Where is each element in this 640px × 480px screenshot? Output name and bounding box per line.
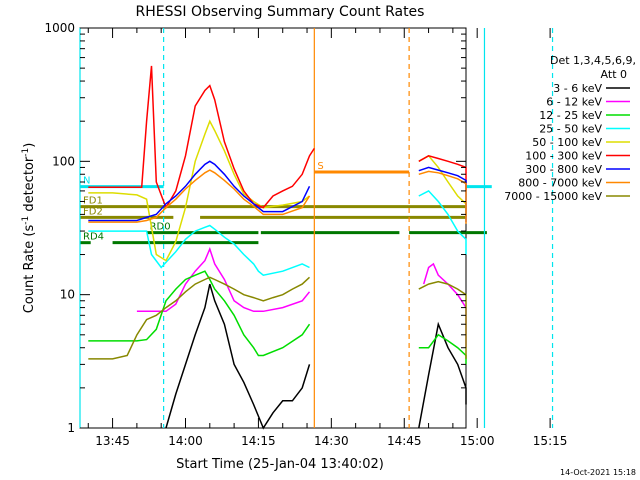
x-axis: 13:45 14:00 14:15 14:30 14:45 15:00 15:15 — [87, 28, 568, 448]
state-bar-label: FD2 — [83, 206, 103, 217]
state-bar-label: RD0 — [150, 222, 171, 233]
series-line — [136, 246, 311, 313]
legend-att: Att 0 — [601, 68, 627, 81]
x-tick-label: 14:15 — [241, 434, 276, 448]
x-tick-label: 14:45 — [387, 434, 422, 448]
y-axis-label-main: Count Rate (s — [22, 225, 37, 314]
series-line — [88, 276, 311, 360]
legend-entry-label: 3 - 6 keV — [553, 82, 602, 95]
y-tick-label: 1000 — [44, 21, 75, 35]
state-bar-label: S — [317, 161, 323, 172]
chart-title: RHESSI Observing Summary Count Rates — [136, 4, 425, 20]
legend-entry-label: 300 - 800 keV — [525, 163, 602, 176]
x-tick-label: 15:00 — [460, 434, 495, 448]
x-tick-label: 14:00 — [168, 434, 203, 448]
series-line — [88, 224, 310, 277]
legend-entry-label: 7000 - 15000 keV — [504, 190, 602, 203]
state-bar-label: RD4 — [83, 232, 104, 243]
x-axis-label: Start Time (25-Jan-04 13:40:02) — [176, 457, 384, 472]
footer-timestamp: 14-Oct-2021 15:18 — [560, 468, 636, 477]
legend-header: Det 1,3,4,5,6,9, — [550, 54, 636, 67]
y-tick-label: 10 — [60, 288, 75, 302]
series-4 — [88, 189, 467, 277]
y-axis-label: Count Rate (s-1 detector-1) — [21, 143, 37, 314]
y-axis-label-end: ) — [22, 143, 37, 148]
y-axis-label-sup2: -1 — [21, 148, 31, 157]
series-line — [418, 189, 467, 255]
legend-entry-label: 12 - 25 keV — [539, 109, 602, 122]
vertical-markers — [79, 28, 554, 428]
x-tick-label: 15:15 — [533, 434, 568, 448]
legend-entry-label: 25 - 50 keV — [539, 123, 602, 136]
x-tick-label: 14:30 — [314, 434, 349, 448]
state-bar-label: FD1 — [83, 196, 103, 207]
state-bar-label: N — [83, 176, 90, 187]
series-line — [88, 160, 311, 222]
series-line — [88, 270, 311, 357]
series-line — [88, 65, 315, 210]
y-axis-label-mid: detector — [22, 156, 37, 216]
series-line — [165, 283, 311, 430]
x-tick-label: 13:45 — [95, 434, 130, 448]
legend-entry-label: 50 - 100 keV — [532, 136, 602, 149]
series-line — [88, 169, 311, 223]
y-tick-label: 100 — [52, 154, 75, 168]
y-axis: 1000 100 10 1 — [44, 21, 466, 435]
y-tick-label: 1 — [67, 421, 75, 435]
legend-entry-label: 800 - 7000 keV — [518, 177, 602, 190]
y-axis-label-sup1: -1 — [21, 216, 31, 225]
legend-entry-label: 6 - 12 keV — [546, 96, 602, 109]
legend-entry-label: 100 - 300 keV — [525, 150, 602, 163]
